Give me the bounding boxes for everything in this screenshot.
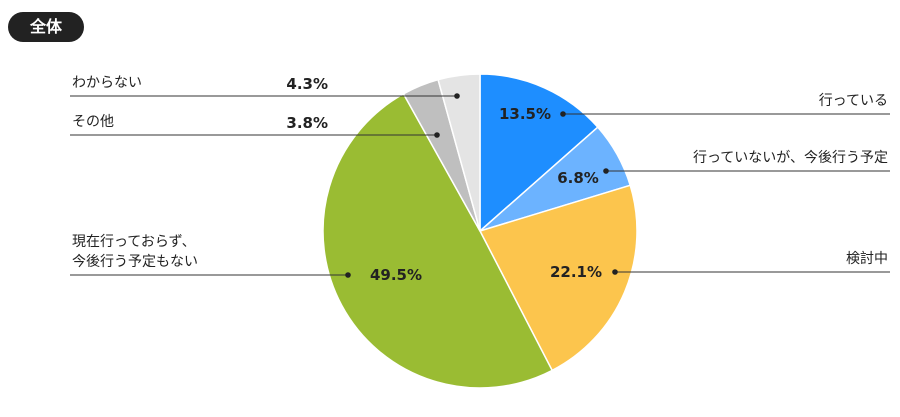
pie-slice <box>478 184 638 372</box>
value-label: 3.8% <box>286 114 328 132</box>
category-label: その他 <box>72 114 114 130</box>
pie-slice <box>479 73 599 233</box>
pie-slice <box>322 92 554 389</box>
category-label: 行っていないが、今後行う予定 <box>692 150 888 166</box>
category-label: わからない <box>72 75 142 91</box>
category-label: 現在行っておらず、 今後行う予定もない <box>72 234 198 270</box>
value-label: 22.1% <box>549 263 603 281</box>
leader-dot <box>560 111 566 117</box>
category-label: 行っている <box>818 93 888 109</box>
category-label: 検討中 <box>846 251 888 267</box>
leader-dot <box>345 272 351 278</box>
value-label: 49.5% <box>369 266 423 284</box>
leader-dot <box>603 168 609 174</box>
value-label: 13.5% <box>498 105 552 123</box>
chart-title: 全体 <box>8 12 84 42</box>
value-label: 4.3% <box>286 75 328 93</box>
leader-dot <box>612 269 618 275</box>
pie-slice <box>437 73 481 232</box>
value-label: 6.8% <box>557 169 599 187</box>
leader-dot <box>434 132 440 138</box>
leader-dot <box>454 93 460 99</box>
